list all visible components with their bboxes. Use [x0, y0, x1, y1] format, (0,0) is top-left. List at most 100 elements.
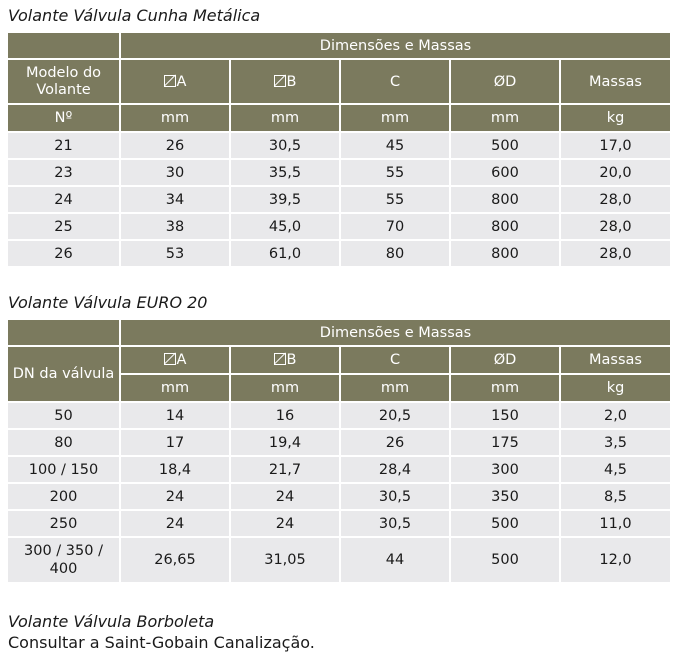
table-cell: 28,0 — [560, 186, 670, 214]
table-cell: 44 — [340, 537, 451, 584]
table-cell: 80 — [8, 429, 121, 457]
table-cell: 30 — [120, 159, 231, 187]
table1-header-massas: Massas — [560, 59, 670, 105]
table2-header-d: ØD — [450, 346, 561, 375]
table-cell: 24 — [120, 510, 231, 538]
table1-title: Volante Válvula Cunha Metálica — [8, 6, 261, 25]
table-cell: 39,5 — [230, 186, 341, 214]
table2-unit-c: mm — [340, 374, 451, 403]
table1-col1-unit: Nº — [8, 104, 121, 133]
table-cell: 30,5 — [340, 510, 451, 538]
table-cell: 150 — [450, 402, 561, 430]
table1-col1-header: Modelo do Volante — [8, 59, 121, 105]
table-cell: 4,5 — [560, 456, 670, 484]
table-cell: 600 — [450, 159, 561, 187]
table1-unit-d: mm — [450, 104, 561, 133]
table1-header-c: C — [340, 59, 451, 105]
table-row: 50 14 16 20,5 150 2,0 — [8, 402, 670, 430]
table2-header-a: A — [120, 346, 231, 375]
table-cell: 28,0 — [560, 213, 670, 241]
table-cell: 200 — [8, 483, 121, 511]
table1-unit-b: mm — [230, 104, 341, 133]
table-cell: 50 — [8, 402, 121, 430]
table2-unit-b: mm — [230, 374, 341, 403]
table2: Dimensões e Massas DN da válvula A B C Ø… — [8, 320, 670, 584]
table-cell: 800 — [450, 213, 561, 241]
table-cell: 61,0 — [230, 240, 341, 268]
table1-header-b: B — [230, 59, 341, 105]
table-cell: 25 — [8, 213, 121, 241]
table-cell: 250 — [8, 510, 121, 538]
table-cell: 100 / 150 — [8, 456, 121, 484]
table-cell: 8,5 — [560, 483, 670, 511]
table-cell: 300 — [450, 456, 561, 484]
table2-unit-a: mm — [120, 374, 231, 403]
table-cell: 175 — [450, 429, 561, 457]
table-cell: 45 — [340, 132, 451, 160]
table-cell: 53 — [120, 240, 231, 268]
table-cell: 21,7 — [230, 456, 341, 484]
table-cell: 2,0 — [560, 402, 670, 430]
diameter-icon — [273, 74, 286, 87]
table-row: 23 30 35,5 55 600 20,0 — [8, 159, 670, 187]
table-cell: 80 — [340, 240, 451, 268]
table-cell: 35,5 — [230, 159, 341, 187]
table2-corner — [8, 320, 121, 347]
table-cell: 16 — [230, 402, 341, 430]
table-cell: 23 — [8, 159, 121, 187]
table-cell: 20,5 — [340, 402, 451, 430]
table-cell: 30,5 — [340, 483, 451, 511]
table-cell: 38 — [120, 213, 231, 241]
table1-header-d: ØD — [450, 59, 561, 105]
table-cell: 500 — [450, 510, 561, 538]
table2-col1-header: DN da válvula — [8, 346, 121, 403]
table-cell: 70 — [340, 213, 451, 241]
table2-group-header: Dimensões e Massas — [120, 320, 670, 347]
table1-unit-a: mm — [120, 104, 231, 133]
table2-header-c: C — [340, 346, 451, 375]
table-cell: 500 — [450, 537, 561, 584]
table-cell: 28,4 — [340, 456, 451, 484]
table-row: 21 26 30,5 45 500 17,0 — [8, 132, 670, 160]
table-cell: 350 — [450, 483, 561, 511]
table2-unit-massas: kg — [560, 374, 670, 403]
table-cell: 26 — [120, 132, 231, 160]
table-cell: 14 — [120, 402, 231, 430]
table-cell: 3,5 — [560, 429, 670, 457]
table-cell: 26 — [340, 429, 451, 457]
table-cell: 20,0 — [560, 159, 670, 187]
table-row: 250 24 24 30,5 500 11,0 — [8, 510, 670, 538]
table-cell: 26,65 — [120, 537, 231, 584]
table1-header-a: A — [120, 59, 231, 105]
table-cell: 24 — [230, 483, 341, 511]
table-cell: 45,0 — [230, 213, 341, 241]
table-cell: 26 — [8, 240, 121, 268]
diameter-icon — [163, 74, 176, 87]
table-cell: 28,0 — [560, 240, 670, 268]
table2-unit-d: mm — [450, 374, 561, 403]
table-cell: 24 — [120, 483, 231, 511]
section3-text: Consultar a Saint-Gobain Canalização. — [8, 633, 315, 652]
table-cell: 800 — [450, 240, 561, 268]
table-row: 26 53 61,0 80 800 28,0 — [8, 240, 670, 268]
table-cell: 34 — [120, 186, 231, 214]
table-cell: 300 / 350 / 400 — [8, 537, 121, 584]
table-row: 80 17 19,4 26 175 3,5 — [8, 429, 670, 457]
table-cell: 31,05 — [230, 537, 341, 584]
table2-header-b: B — [230, 346, 341, 375]
table-cell: 21 — [8, 132, 121, 160]
table-cell: 30,5 — [230, 132, 341, 160]
table-cell: 500 — [450, 132, 561, 160]
table-cell: 17 — [120, 429, 231, 457]
diameter-icon — [163, 353, 176, 365]
table1-group-header: Dimensões e Massas — [120, 33, 670, 60]
table-cell: 55 — [340, 159, 451, 187]
table-row: 100 / 150 18,4 21,7 28,4 300 4,5 — [8, 456, 670, 484]
table-cell: 800 — [450, 186, 561, 214]
table1: Dimensões e Massas Modelo do Volante A B… — [8, 33, 670, 268]
section3-title: Volante Válvula Borboleta — [8, 612, 215, 631]
table1-unit-massas: kg — [560, 104, 670, 133]
table-cell: 17,0 — [560, 132, 670, 160]
diameter-icon — [273, 353, 286, 365]
table-row: 25 38 45,0 70 800 28,0 — [8, 213, 670, 241]
